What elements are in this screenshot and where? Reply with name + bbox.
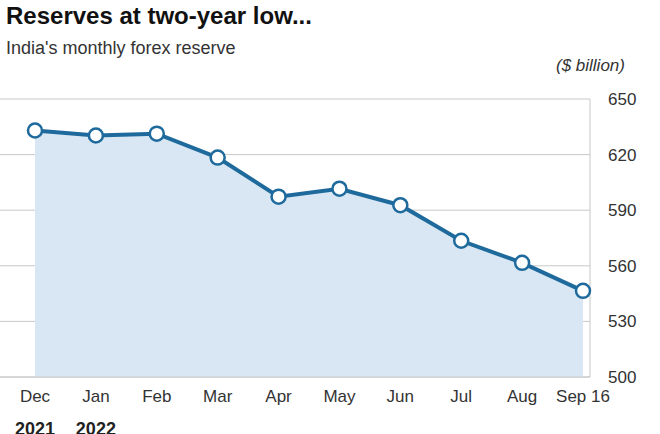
svg-text:500: 500 xyxy=(608,368,636,387)
svg-text:Jul: Jul xyxy=(450,387,472,406)
svg-text:Jun: Jun xyxy=(387,387,414,406)
svg-text:590: 590 xyxy=(608,201,636,220)
svg-text:Jan: Jan xyxy=(82,387,109,406)
html-text:India's monthly forex reserve: India's monthly forex reserve xyxy=(6,38,236,58)
svg-text:May: May xyxy=(323,387,356,406)
svg-text:Sep 16: Sep 16 xyxy=(556,387,610,406)
svg-text:530: 530 xyxy=(608,312,636,331)
svg-text:2021: 2021 xyxy=(15,419,55,434)
svg-text:Dec: Dec xyxy=(20,387,51,406)
svg-text:2022: 2022 xyxy=(76,419,116,434)
svg-text:Apr: Apr xyxy=(265,387,292,406)
svg-text:Aug: Aug xyxy=(507,387,537,406)
svg-text:Feb: Feb xyxy=(142,387,171,406)
svg-text:650: 650 xyxy=(608,90,636,109)
svg-text:560: 560 xyxy=(608,257,636,276)
svg-text:620: 620 xyxy=(608,146,636,165)
svg-text:Mar: Mar xyxy=(203,387,233,406)
html-text:($ billion): ($ billion) xyxy=(556,56,625,75)
html-text:Reserves at two-year low...: Reserves at two-year low... xyxy=(6,2,312,29)
